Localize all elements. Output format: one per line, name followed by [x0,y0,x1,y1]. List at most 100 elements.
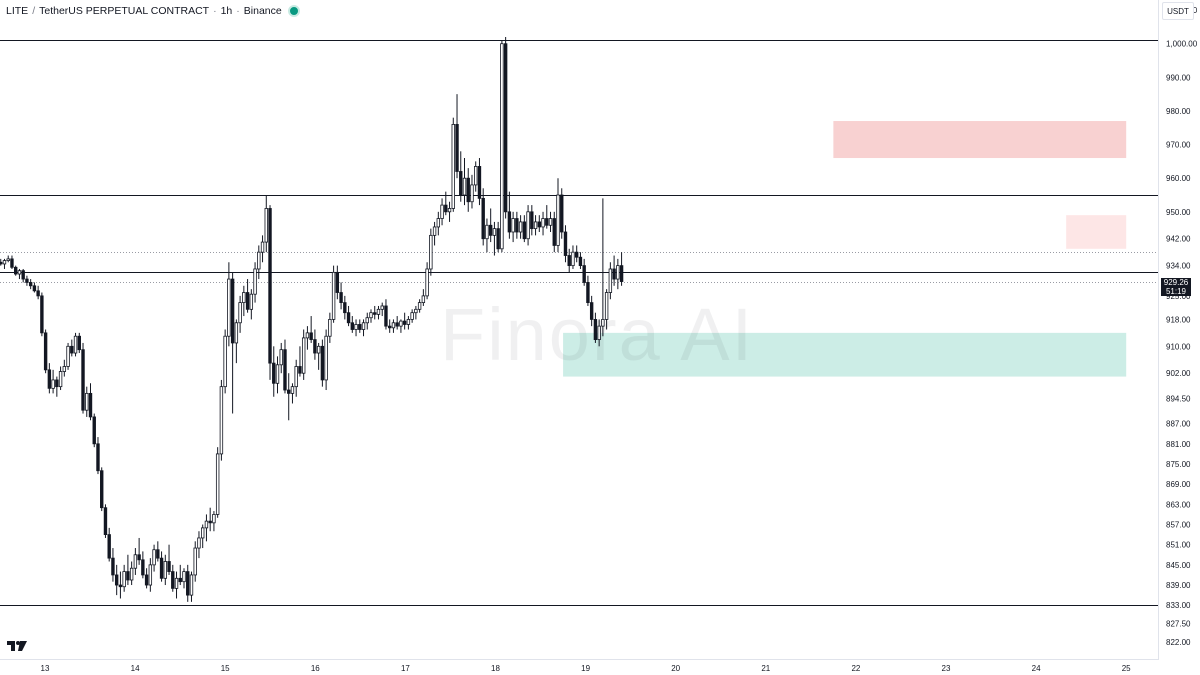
candle [530,205,534,236]
candle [227,262,231,347]
candle-body [171,571,175,589]
candle [376,305,381,320]
candle-body [13,266,18,275]
candle-body [178,577,182,583]
candle [552,211,556,253]
candle [70,339,74,357]
candle-body [287,389,291,394]
time-tick-label: 18 [491,664,500,673]
candle-body [470,184,474,203]
candle-body [156,549,160,559]
symbol-name[interactable]: LITE [6,5,29,17]
timeframe-label[interactable]: 1h [220,5,233,17]
contract-name: TetherUS PERPETUAL CONTRACT [39,5,210,17]
candle [114,564,119,596]
candle [268,205,272,380]
candle-body [604,292,609,320]
price-tick-label: 934.00 [1166,262,1191,271]
candle [474,161,478,192]
candle [294,359,298,397]
candle-body [290,386,295,394]
candle [496,221,500,253]
candle-body [230,278,235,344]
candle [81,342,85,414]
price-tick-label: 857.00 [1166,521,1191,530]
candle-body [358,324,362,330]
candle-body [481,197,485,240]
candle-body [25,278,29,283]
candle-body [477,166,482,199]
candle-body [503,43,508,213]
candle [204,514,209,542]
candle [350,316,354,333]
time-axis[interactable]: 13 14 15 16 17 18 19 20 21 22 23 24 25 [41,664,1132,673]
candle [238,295,242,333]
candle-body [563,231,568,256]
candle [223,329,227,394]
time-tick-label: 13 [41,664,50,673]
candle [548,211,553,232]
candle-body [586,282,590,304]
candle [167,544,171,575]
price-tick-label: 942.00 [1166,235,1191,244]
candle [85,386,89,417]
candle-body [85,392,89,411]
candle-body [111,557,115,576]
candle-body [73,335,78,354]
candle-body [51,379,55,389]
currency-button[interactable]: USDT [1162,2,1194,20]
candle-body [387,325,392,329]
candle [346,305,351,327]
candle-body [414,308,418,314]
candle [451,117,455,212]
candle [215,447,220,518]
tradingview-logo-icon[interactable] [7,641,27,651]
exchange-label: Binance [243,5,282,17]
candle-body [436,218,441,228]
watermark: Finora AI [440,293,755,376]
candle [133,548,138,575]
candle-body [275,364,280,384]
candle-body [511,218,515,233]
candle-body [208,520,212,524]
candle [287,373,291,421]
candle-body [0,261,3,265]
candle-body [339,292,343,304]
candle [586,275,590,306]
candle-body [455,124,459,172]
candle [272,346,276,397]
candle [391,319,396,333]
candle [556,178,560,253]
candle-body [530,211,534,230]
candle-body [417,302,422,310]
price-tick-label: 822.00 [1166,638,1191,647]
bar-countdown: 51:19 [1165,287,1187,296]
candle-body [70,345,74,354]
price-tick-label: 875.00 [1166,460,1191,469]
candle-body [260,241,265,253]
candle [421,289,426,306]
candle-body [462,177,467,196]
candle-body [100,470,104,509]
candle [10,255,14,269]
candle [92,413,96,448]
price-axis[interactable]: 1,010.001,000.00990.00980.00970.00960.00… [1166,6,1198,647]
candle [361,319,366,337]
candle-body [197,537,201,549]
candle [36,285,40,300]
candle-body [324,335,328,381]
candle [343,295,347,320]
candle-body [103,507,108,535]
candle-body [496,228,500,250]
candle [545,205,549,229]
candle [339,282,343,310]
candle [129,561,134,586]
candle [313,329,317,360]
candle-body [122,571,126,588]
symbol-info-bar[interactable]: LITE / TetherUS PERPETUAL CONTRACT · 1h … [6,4,300,18]
candle-body [249,293,254,310]
candle-body [365,317,369,324]
candle-body [384,305,388,327]
candle-body [406,319,411,325]
